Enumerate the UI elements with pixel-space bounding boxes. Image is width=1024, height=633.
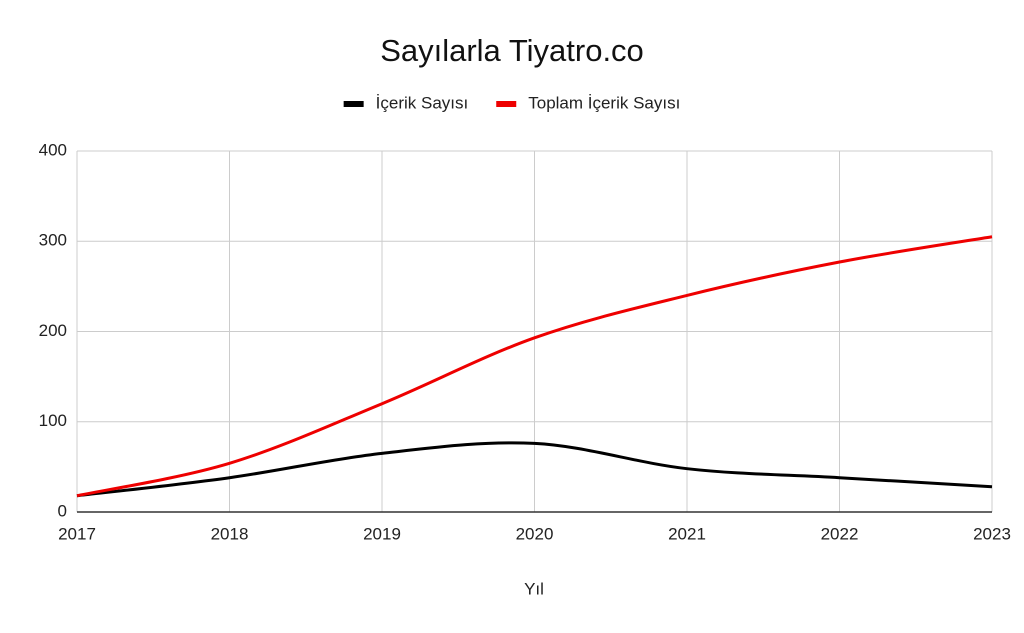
line <box>76 441 993 498</box>
x-tick-label: 2019 <box>363 524 401 543</box>
y-tick-label: 400 <box>39 140 67 159</box>
x-tick-label: 2018 <box>211 524 249 543</box>
y-tick-label: 300 <box>39 231 67 250</box>
legend-label: İçerik Sayısı <box>376 93 469 112</box>
x-tick-label: 2022 <box>821 524 859 543</box>
x-tick-label: 2021 <box>668 524 706 543</box>
y-tick-label: 0 <box>58 501 67 520</box>
x-axis-label: Yıl <box>524 579 544 598</box>
legend-swatch <box>496 101 517 107</box>
x-tick-label: 2017 <box>58 524 96 543</box>
legend-label: Toplam İçerik Sayısı <box>528 93 680 112</box>
legend-swatch <box>343 101 364 107</box>
x-tick-label: 2023 <box>973 524 1011 543</box>
y-tick-label: 100 <box>39 411 67 430</box>
chart-title: Sayılarla Tiyatro.co <box>380 33 644 68</box>
y-tick-label: 200 <box>39 321 67 340</box>
line <box>76 235 993 498</box>
x-tick-label: 2020 <box>516 524 554 543</box>
